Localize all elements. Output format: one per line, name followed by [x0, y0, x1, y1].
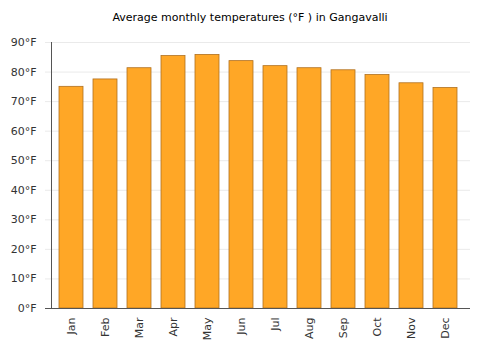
svg-text:90°F: 90°F: [11, 36, 37, 49]
svg-text:Jan: Jan: [65, 317, 78, 335]
svg-text:70°F: 70°F: [11, 95, 37, 108]
svg-text:0°F: 0°F: [18, 302, 37, 315]
svg-text:30°F: 30°F: [11, 213, 37, 226]
svg-text:Jul: Jul: [269, 318, 282, 332]
svg-text:40°F: 40°F: [11, 184, 37, 197]
svg-text:20°F: 20°F: [11, 243, 37, 256]
svg-text:50°F: 50°F: [11, 154, 37, 167]
svg-text:60°F: 60°F: [11, 125, 37, 138]
html-text:Average monthly temperatures (: Average monthly temperatures (°F ) in Ga…: [112, 11, 388, 24]
svg-text:Sep: Sep: [337, 317, 350, 338]
svg-text:10°F: 10°F: [11, 272, 37, 285]
svg-text:Jun: Jun: [235, 317, 248, 335]
svg-text:Apr: Apr: [167, 317, 180, 337]
svg-text:Nov: Nov: [405, 317, 418, 339]
svg-text:Dec: Dec: [439, 318, 452, 339]
svg-text:Oct: Oct: [371, 317, 384, 337]
svg-text:Aug: Aug: [303, 318, 316, 339]
svg-text:Feb: Feb: [99, 317, 112, 336]
svg-text:80°F: 80°F: [11, 66, 37, 79]
svg-text:Mar: Mar: [133, 317, 146, 338]
svg-text:May: May: [201, 317, 214, 340]
